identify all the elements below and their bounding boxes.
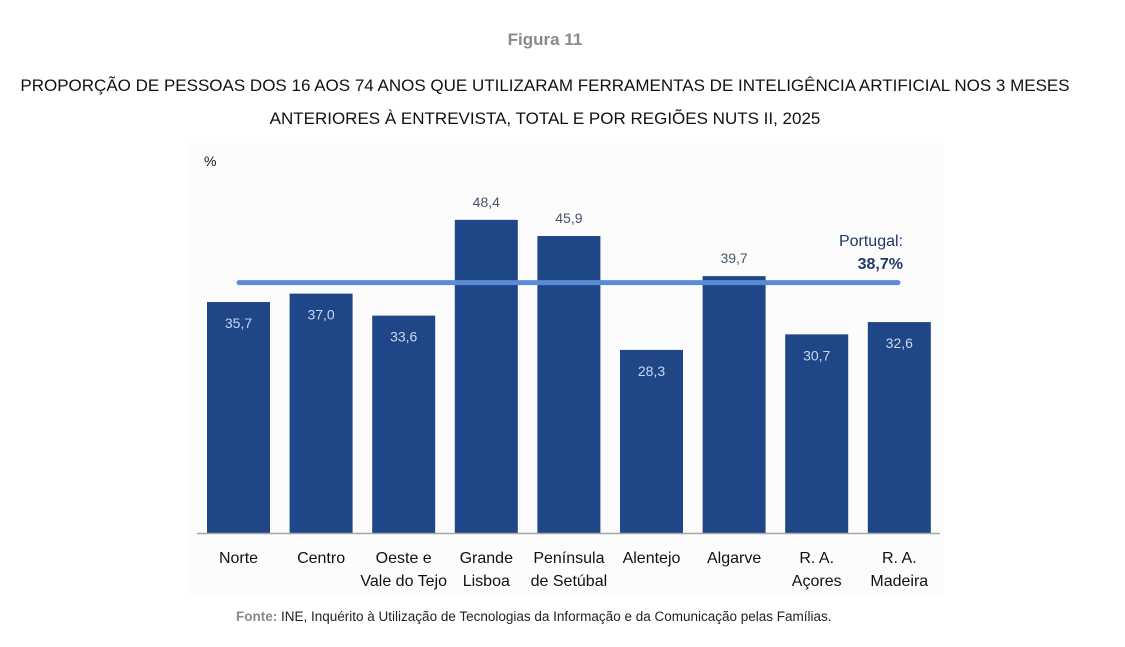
chart-title-line-2: ANTERIORES À ENTREVISTA, TOTAL E POR REG…: [269, 109, 821, 128]
x-tick-label: R. A.: [799, 550, 834, 567]
bars-group: 35,7 37,0 33,6 48,4 45,9 28,3 39,7 30,7 32,6: [207, 194, 931, 534]
x-tick-label: Madeira: [870, 573, 928, 590]
x-tick-labels: Norte Centro Oeste e Vale do Tejo Grande Lisb…: [219, 550, 928, 590]
x-tick-label: Alentejo: [623, 550, 681, 567]
bar: [454, 219, 518, 534]
bar-value-label: 48,4: [473, 194, 500, 210]
x-tick-label: de Setúbal: [531, 573, 608, 590]
portugal-label: Portugal:: [839, 233, 903, 250]
bar: [867, 322, 931, 533]
source-text: INE, Inquérito à Utilização de Tecnologi…: [277, 609, 832, 624]
x-tick-label: Oeste e: [376, 550, 432, 567]
bar: [207, 302, 270, 533]
bar-value-label: 33,6: [390, 329, 417, 345]
chart-title-line-1: PROPORÇÃO DE PESSOAS DOS 16 AOS 74 ANOS …: [20, 76, 1070, 95]
bar-value-label: 39,7: [720, 250, 747, 266]
bar-value-label: 45,9: [555, 210, 582, 226]
x-tick-label: Península: [533, 550, 604, 567]
x-tick-label: Algarve: [707, 550, 761, 567]
bar: [785, 334, 849, 533]
bar-value-label: 28,3: [638, 363, 665, 379]
bar-value-label: 37,0: [307, 307, 334, 323]
y-axis-label: %: [204, 153, 216, 169]
portugal-value-label: 38,7%: [858, 256, 903, 273]
source-label: Fonte:: [236, 609, 278, 624]
figure-label: Figura 11: [507, 30, 583, 49]
bar: [372, 315, 436, 533]
x-tick-label: Lisboa: [463, 573, 510, 590]
x-tick-label: Centro: [297, 550, 345, 567]
bar-value-label: 32,6: [886, 335, 913, 351]
bar-value-label: 30,7: [803, 347, 830, 363]
bar: [620, 349, 683, 533]
x-tick-label: Grande: [460, 550, 513, 567]
bar: [702, 276, 766, 533]
bar-value-label: 35,7: [225, 315, 252, 331]
x-tick-label: Vale do Tejo: [360, 573, 447, 590]
x-tick-label: Norte: [219, 550, 258, 567]
bar: [537, 236, 601, 534]
source-note: Fonte: INE, Inquérito à Utilização de Te…: [236, 609, 832, 624]
x-tick-label: R. A.: [882, 550, 917, 567]
x-tick-label: Açores: [792, 573, 842, 590]
bar: [289, 293, 353, 533]
